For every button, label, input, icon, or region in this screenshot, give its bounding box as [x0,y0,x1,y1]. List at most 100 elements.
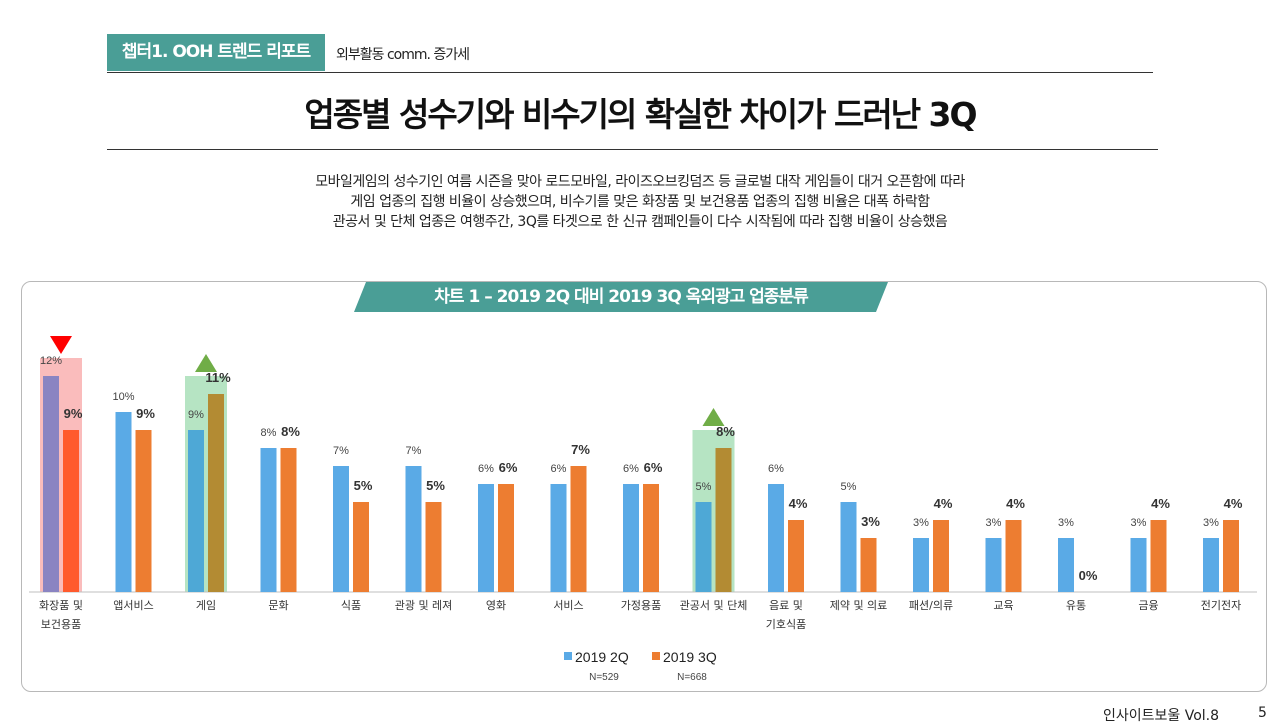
data-label-2019-3q: 4% [934,496,953,511]
bar-2019-2q [985,538,1002,592]
x-tick-label: 영화 [486,599,506,612]
bar-2019-2q [550,484,567,592]
data-label-2019-2q: 12% [40,355,62,367]
legend-swatch-2019-2q [564,652,572,660]
bar-2019-3q [860,538,877,592]
bar-2019-2q [333,466,349,592]
data-label-2019-3q: 3% [861,514,880,529]
x-tick-label: 게임 [196,599,216,612]
bar-2019-3q [353,502,369,592]
data-label-2019-2q: 5% [841,481,857,493]
data-label-2019-3q: 4% [789,496,808,511]
data-label-2019-3q: 4% [1006,496,1025,511]
description-line: 게임 업종의 집행 비율이 상승했으며, 비수기를 맞은 화장품 및 보건용품 … [350,194,930,210]
data-label-2019-2q: 3% [1058,517,1074,529]
bar-2019-3q [135,430,152,592]
x-tick-label: 패션/의류 [909,599,953,612]
bar-2019-2q [1058,538,1074,592]
x-tick-label: 유통 [1066,599,1086,612]
bar-2019-2q [623,484,639,592]
data-label-2019-2q: 6% [768,463,784,475]
bar-2019-2q [188,430,204,592]
data-label-2019-3q: 4% [1151,496,1170,511]
x-tick-label: 관광 및 레져 [395,599,453,612]
bar-2019-2q [478,484,494,592]
data-label-2019-2q: 3% [1203,517,1219,529]
bar-2019-3q [1005,520,1022,592]
data-label-2019-2q: 6% [623,463,639,475]
legend-swatch-2019-3q [652,652,660,660]
page-title: 업종별 성수기와 비수기의 확실한 차이가 드러난 3Q [304,95,977,134]
bar-2019-2q [405,466,422,592]
data-label-2019-3q: 6% [499,460,518,475]
bar-2019-2q [43,376,59,592]
data-label-2019-3q: 9% [136,406,155,421]
bar-2019-3q [1150,520,1167,592]
bar-2019-2q [695,502,712,592]
bar-2019-3q [715,448,732,592]
bar-2019-2q [840,502,857,592]
data-label-2019-3q: 5% [354,478,373,493]
legend-label-2019-3q: 2019 3Q [663,649,717,665]
publication-name: 인사이트보울 Vol.8 [1103,708,1220,724]
bar-2019-3q [63,430,79,592]
data-label-2019-2q: 6% [551,463,567,475]
bar-2019-3q [208,394,224,592]
x-tick-label: 금융 [1138,599,1158,612]
x-tick-label: 전기전자 [1201,599,1241,612]
page-number: 5 [1258,705,1267,721]
chapter-tag: 챕터1. OOH 트렌드 리포트 [107,34,325,71]
data-label-2019-3q: 6% [644,460,663,475]
bar-2019-2q [115,412,132,592]
chart-panel [21,281,1267,692]
x-tick-label: 제약 및 의료 [830,598,888,612]
data-label-2019-2q: 7% [406,445,422,457]
x-tick-label: 화장품 및 [39,599,83,612]
description-line: 모바일게임의 성수기인 여름 시즌을 맞아 로드모바일, 라이즈오브킹덤즈 등 … [315,174,965,190]
data-label-2019-3q: 11% [205,370,231,385]
description: 모바일게임의 성수기인 여름 시즌을 맞아 로드모바일, 라이즈오브킹덤즈 등 … [0,172,1280,232]
data-label-2019-2q: 3% [986,517,1002,529]
data-label-2019-3q: 5% [426,478,445,493]
legend-sample-size: N=529 [589,672,619,683]
data-label-2019-2q: 8% [261,427,277,439]
bar-2019-3q [425,502,442,592]
bar-2019-2q [1203,538,1219,592]
top-divider [107,72,1153,73]
data-label-2019-2q: 7% [333,445,349,457]
data-label-2019-2q: 5% [696,481,712,493]
data-label-2019-2q: 9% [188,409,204,421]
data-label-2019-2q: 3% [913,517,929,529]
trend-down-icon [50,336,72,354]
bar-2019-3q [280,448,297,592]
x-tick-label: 식품 [341,599,361,612]
bar-2019-3q [933,520,949,592]
trend-up-icon [702,408,725,426]
x-tick-label: 관공서 및 단체 [680,599,748,612]
legend-label-2019-2q: 2019 2Q [575,649,629,665]
x-tick-label: 음료 및 [769,599,803,612]
data-label-2019-2q: 10% [112,391,134,403]
data-label-2019-2q: 6% [478,463,494,475]
description-line: 관공서 및 단체 업종은 여행주간, 3Q를 타겟으로 한 신규 캠페인들이 다… [332,214,948,230]
bar-2019-3q [788,520,804,592]
data-label-2019-3q: 9% [64,406,83,421]
bar-2019-2q [768,484,784,592]
x-tick-label: 문화 [268,599,288,612]
data-label-2019-3q: 8% [716,424,735,439]
data-label-2019-3q: 4% [1224,496,1243,511]
x-tick-label: 기호식품 [766,618,806,631]
trend-up-icon [195,354,217,372]
x-tick-label: 앱서비스 [113,599,153,612]
data-label-2019-3q: 0% [1079,568,1098,583]
legend-sample-size: N=668 [677,672,707,683]
data-label-2019-3q: 8% [281,424,300,439]
x-tick-label: 교육 [993,599,1013,612]
bar-2019-3q [570,466,587,592]
bar-2019-2q [260,448,277,592]
x-tick-label: 서비스 [553,599,583,612]
data-label-2019-2q: 3% [1131,517,1147,529]
sub-tag: 외부활동 comm. 증가세 [336,47,470,63]
bar-2019-2q [913,538,929,592]
